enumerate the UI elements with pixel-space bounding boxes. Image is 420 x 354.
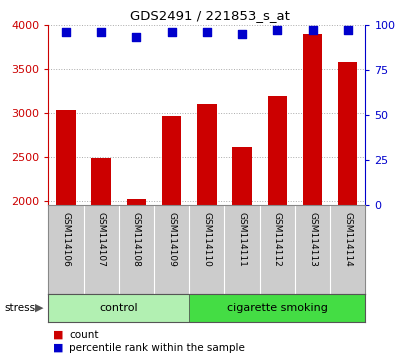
Bar xyxy=(232,147,252,205)
Bar xyxy=(330,205,365,294)
Point xyxy=(98,29,105,35)
Text: cigarette smoking: cigarette smoking xyxy=(227,303,328,313)
Text: GDS2491 / 221853_s_at: GDS2491 / 221853_s_at xyxy=(130,9,290,22)
Point xyxy=(239,31,245,37)
Bar xyxy=(154,205,189,294)
Text: GSM114109: GSM114109 xyxy=(167,212,176,267)
Bar xyxy=(303,34,322,205)
Bar xyxy=(197,104,217,205)
Bar xyxy=(48,205,84,294)
Text: ■: ■ xyxy=(52,330,63,339)
Text: GSM114114: GSM114114 xyxy=(343,212,352,267)
Text: GSM114112: GSM114112 xyxy=(273,212,282,267)
Text: percentile rank within the sample: percentile rank within the sample xyxy=(69,343,245,353)
Bar xyxy=(162,116,181,205)
Text: ▶: ▶ xyxy=(35,303,43,313)
Bar xyxy=(260,205,295,294)
Point xyxy=(63,29,69,35)
Bar xyxy=(48,294,189,322)
Point xyxy=(274,27,281,33)
Bar xyxy=(127,199,146,205)
Point xyxy=(133,35,140,40)
Point xyxy=(309,27,316,33)
Bar xyxy=(268,96,287,205)
Text: GSM114111: GSM114111 xyxy=(238,212,247,267)
Bar xyxy=(119,205,154,294)
Text: GSM114110: GSM114110 xyxy=(202,212,211,267)
Bar xyxy=(224,205,260,294)
Point xyxy=(344,27,351,33)
Bar xyxy=(189,294,365,322)
Text: GSM114106: GSM114106 xyxy=(61,212,71,267)
Point xyxy=(168,29,175,35)
Text: count: count xyxy=(69,330,99,339)
Bar xyxy=(338,62,357,205)
Bar xyxy=(92,158,111,205)
Text: control: control xyxy=(100,303,138,313)
Text: ■: ■ xyxy=(52,343,63,353)
Text: GSM114107: GSM114107 xyxy=(97,212,106,267)
Bar xyxy=(189,205,224,294)
Bar xyxy=(84,205,119,294)
Point xyxy=(203,29,210,35)
Text: GSM114108: GSM114108 xyxy=(132,212,141,267)
Text: GSM114113: GSM114113 xyxy=(308,212,317,267)
Bar xyxy=(56,110,76,205)
Text: stress: stress xyxy=(4,303,35,313)
Bar xyxy=(295,205,330,294)
